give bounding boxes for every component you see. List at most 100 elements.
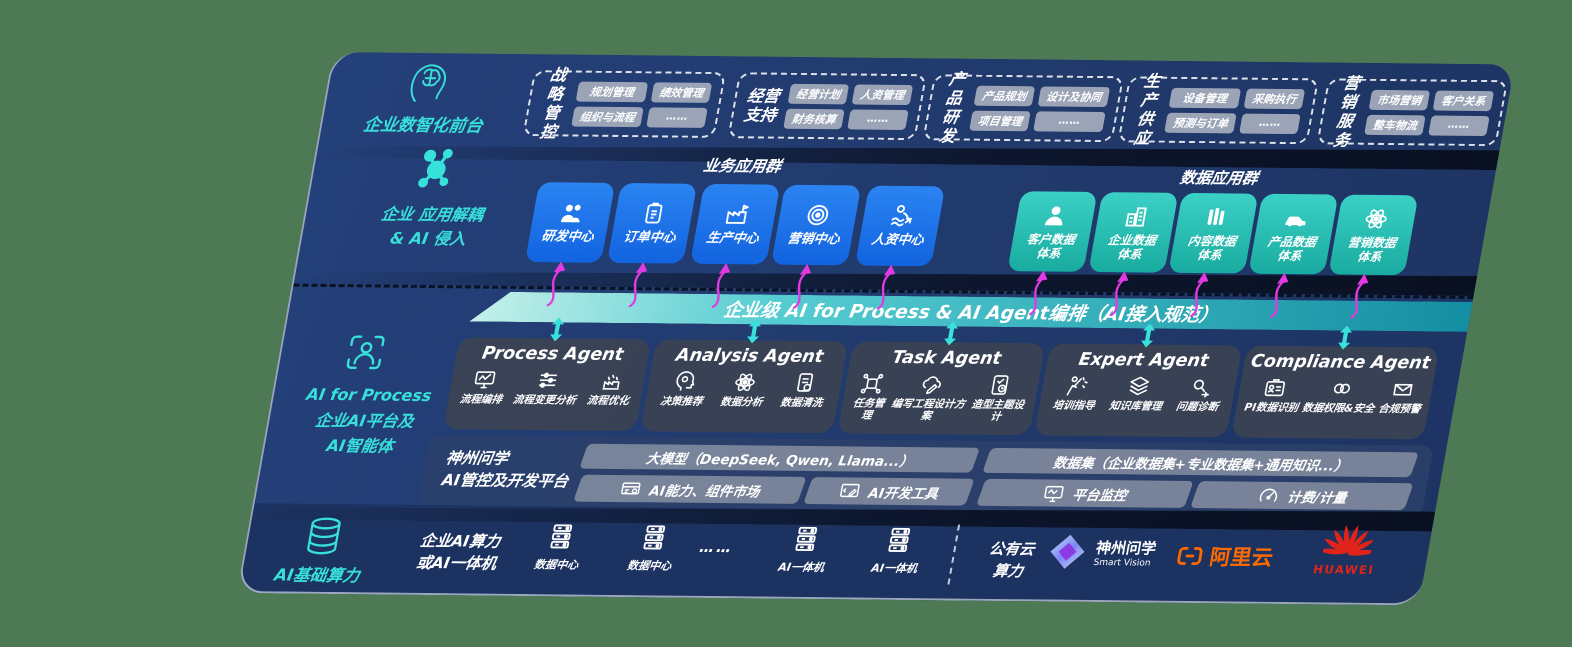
design-cloud-icon: [918, 372, 946, 396]
server-icon: [638, 523, 671, 551]
app-box-marketing-center: 营销中心: [770, 184, 862, 266]
agent-item-label: PI数据识别: [1243, 401, 1300, 415]
front-group-supply: 生产供应 设备管理 采购执行 预测与订单 ……: [1117, 71, 1320, 148]
data-box-label: 内容数据体系: [1186, 233, 1238, 262]
front-group-chip: 规划管理: [575, 81, 649, 102]
front-group-strategy: 战略管控 规划管理 绩效管理 组织与流程 ……: [522, 65, 727, 142]
knowledge-layers-icon: [1125, 374, 1153, 398]
app-box-label: 订单中心: [622, 230, 677, 246]
orchestration-bar: 企业级 AI for Process & AI Agent编排（AI接入规范）: [469, 291, 1472, 331]
dataset-bar-label: 数据集（企业数据集+专业数据集+通用知识...）: [1051, 455, 1349, 475]
decision-head-icon: [671, 370, 699, 394]
node-label: 数据中心: [533, 558, 580, 572]
data-box-label: 企业数据体系: [1106, 232, 1158, 261]
agent-title: Analysis Agent: [674, 345, 825, 368]
training-icon: [1063, 374, 1091, 398]
front-group-chip: ……: [847, 108, 909, 130]
workflow-chart-icon: [470, 368, 498, 392]
ai-appliance-node: AI一体机: [859, 526, 936, 577]
front-group-chip: ……: [1239, 113, 1301, 134]
ai-layer-label-line1: AI for Process: [304, 384, 434, 406]
agent-item-label: 流程变更分析: [511, 393, 578, 407]
agent-title: Expert Agent: [1077, 349, 1211, 372]
front-group-chip: 绩效管理: [650, 81, 713, 103]
agent-item-label: 数据清洗: [779, 396, 824, 410]
clipboard-icon: [639, 200, 670, 226]
app-box-label: 人资中心: [870, 232, 925, 249]
platform-label-line2: AI管控及开发平台: [440, 471, 570, 491]
data-box-content: 内容数据体系: [1168, 192, 1259, 274]
szwx-logo: 神州问学 Smart Vision: [1044, 532, 1159, 573]
front-group-chip: 市场营销: [1368, 89, 1431, 110]
car-icon: [1281, 205, 1312, 231]
aliyun-name: 阿里云: [1207, 545, 1275, 570]
front-group-chip: 经营计划: [787, 83, 850, 104]
huawei-name: HUAWEI: [1312, 562, 1376, 577]
agent-item-label: 决策推荐: [659, 395, 704, 408]
ai-layer-label-line2: 企业AI平台及: [313, 410, 416, 431]
agent-card-expert: Expert Agent 培训指导 知识库管理 问题诊断: [1034, 343, 1243, 438]
team-icon: [557, 199, 588, 225]
datacenter-node: 数据中心: [521, 522, 598, 573]
person-wave-icon: [887, 203, 918, 229]
front-group-title: 营销服务: [1331, 73, 1362, 150]
front-group-title: 产品研发: [937, 69, 968, 146]
molecule-icon: [405, 147, 466, 199]
platform-monitor-icon: [1041, 482, 1067, 504]
data-atom-icon: [731, 370, 759, 394]
front-group-product: 产品研发 产品规划 设计及协同 项目管理 ……: [922, 69, 1125, 146]
app-box-order-center: 订单中心: [606, 183, 698, 264]
data-box-label: 产品数据体系: [1266, 234, 1318, 263]
front-group-chip: 采购执行: [1243, 88, 1306, 109]
ellipsis-label: ……: [698, 537, 736, 557]
agent-item-label: 造型主题设计: [970, 398, 1026, 424]
szwx-diamond-icon: [1044, 532, 1091, 572]
cell-label: AI能力、组件市场: [648, 482, 761, 500]
components-market-icon: [618, 478, 644, 500]
app-box-label: 研发中心: [540, 229, 595, 245]
data-group-header: 数据应用群: [1178, 168, 1260, 188]
app-box-production-center: 生产中心: [689, 183, 781, 265]
platform-monitor-cell: 平台监控: [976, 478, 1194, 508]
node-label: 数据中心: [626, 559, 673, 573]
app-box-hr-center: 人资中心: [854, 185, 946, 267]
building-icon: [1121, 203, 1152, 229]
front-group-chip: 产品规划: [973, 85, 1036, 106]
front-group-chip: 财务核算: [783, 108, 845, 129]
agent-card-compliance: Compliance Agent PI数据识别 数据权限&安全 合规预警: [1231, 345, 1440, 440]
agent-item-label: 培训指导: [1051, 399, 1096, 412]
factory-icon: [722, 201, 753, 227]
dev-tools-cell: AI开发工具: [803, 477, 975, 506]
front-layer-label: 企业数智化前台: [361, 115, 485, 137]
agent-card-analysis: Analysis Agent 决策推荐 数据分析 数据清洗: [640, 339, 849, 434]
front-group-title: 生产供应: [1132, 71, 1163, 148]
front-group-marketing: 营销服务 市场营销 客户关系 整车物流 ……: [1316, 73, 1509, 150]
agent-item-label: 问题诊断: [1175, 400, 1220, 414]
platform-label-line1: 神州问学: [444, 449, 510, 468]
data-box-enterprise: 企业数据体系: [1088, 192, 1179, 273]
target-icon: [803, 202, 834, 228]
front-group-chip: 项目管理: [969, 110, 1031, 131]
front-group-chip: 设备管理: [1168, 87, 1242, 108]
front-group-chip: ……: [646, 106, 708, 128]
pi-idcard-icon: [1261, 376, 1289, 400]
datacenter-node: 数据中心: [614, 523, 691, 574]
dataset-bar: 数据集（企业数据集+专业数据集+通用知识...）: [982, 447, 1419, 478]
front-group-chip: 整车物流: [1364, 114, 1426, 135]
app-box-rd-center: 研发中心: [525, 182, 616, 263]
szwx-name: 神州问学: [1094, 538, 1158, 558]
data-box-marketing: 营销数据体系: [1328, 194, 1419, 276]
front-group-chip: ……: [1428, 115, 1490, 136]
huawei-flower-icon: [1321, 520, 1376, 560]
architecture-board: 企业数智化前台 战略管控 规划管理 绩效管理 组织与流程 …… 经营支持 经营计…: [236, 52, 1515, 606]
cell-label: 计费/计量: [1285, 489, 1348, 507]
metering-cell: 计费/计量: [1190, 481, 1414, 511]
agent-item-label: 数据权限&安全: [1301, 402, 1376, 415]
public-cloud-line1: 公有云: [987, 539, 1036, 559]
database-icon: [297, 514, 351, 560]
agent-title: Compliance Agent: [1249, 351, 1432, 374]
huawei-logo: HUAWEI: [1308, 520, 1388, 577]
server-icon: [545, 522, 578, 550]
business-group-header: 业务应用群: [701, 156, 783, 176]
